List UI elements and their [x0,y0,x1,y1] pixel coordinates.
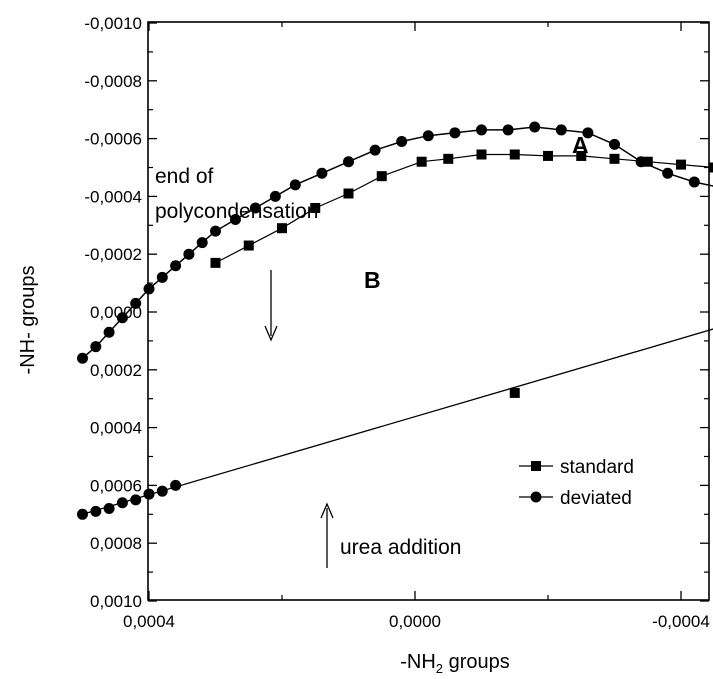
y-axis-title: -NH- groups [17,266,39,375]
y-tick-label: -0,0002 [84,245,142,264]
deviated-point [170,479,182,491]
annotation-end-of-line1: end of [155,165,214,188]
deviated-point [316,167,328,179]
deviated-point [143,283,155,295]
standard-point [310,202,321,213]
standard-point [576,150,587,161]
y-tick-label: 0,0002 [90,361,142,380]
standard-point [376,171,387,182]
deviated-point [635,156,647,168]
deviated-point [555,124,567,136]
standard-point [543,150,553,161]
standard-point [476,149,487,160]
legend-label-deviated: deviated [560,488,632,509]
deviated-point [343,156,354,168]
standard-point [609,153,620,164]
legend-circle-marker [530,491,542,503]
deviated-point [609,138,620,150]
standard-point [509,387,520,398]
deviated-point [77,508,88,520]
deviated-point [130,297,142,309]
x-tick-label: 0,0004 [123,612,175,631]
y-axis-ticks: -0,0010 -0,0008 -0,0006 -0,0004 -0,0002 0,000… [84,14,709,611]
standard-point [243,240,254,251]
annotation-urea-addition: urea addition [340,536,461,559]
y-tick-label: 0,0000 [90,303,142,322]
annotation-b: B [364,267,381,293]
annotation-a: A [572,132,589,158]
deviated-point [422,130,434,142]
legend-deviated: deviated [519,488,632,509]
deviated-point [143,488,155,500]
standard-series-line [215,153,713,264]
plot-frame [147,21,710,601]
x-axis-title: -NH2 groups [400,651,510,676]
y-tick-label: -0,0008 [84,72,142,91]
y-tick-label: 0,0004 [90,419,142,438]
data-points [77,121,713,520]
deviated-point [229,214,241,226]
y-tick-label: 0,0008 [90,534,142,553]
standard-point [509,149,520,160]
x-tick-label: 0,0000 [389,612,441,631]
standard-point [277,223,287,234]
legend-standard: standard [519,457,634,478]
deviated-point [369,144,381,156]
standard-point [416,156,427,167]
urea-addition-line [82,328,713,515]
deviated-point [183,248,195,260]
deviated-point [170,260,182,272]
deviated-point [156,485,168,497]
standard-point [210,257,221,268]
deviated-point [77,352,88,364]
standard-point [343,188,354,199]
arrow-end-of-polycondensation [264,270,278,342]
legend-label-standard: standard [560,457,634,478]
deviated-point [662,167,674,179]
deviated-point [116,497,128,509]
standard-point [676,159,686,170]
y-tick-label: -0,0004 [84,187,142,206]
deviated-point [130,494,142,506]
deviated-point [449,127,461,139]
standard-point [709,162,713,173]
deviated-point [116,312,128,324]
legend-square-marker [531,461,541,471]
deviated-point [529,121,541,133]
deviated-point [103,326,115,338]
annotation-end-of-line2: polycondensation [155,200,318,223]
deviated-point [103,503,115,515]
deviated-point [269,190,281,202]
legend: standard deviated [519,457,634,509]
deviated-point [90,505,102,517]
deviated-point [582,127,594,139]
y-tick-label: 0,0006 [90,476,142,495]
y-tick-label: 0,0010 [90,592,142,611]
arrow-urea-addition [320,502,334,568]
standard-point [443,153,454,164]
standard-point [642,156,653,167]
series-lines [82,126,713,515]
x-tick-label: -0,0004 [652,612,710,631]
deviated-point [688,176,700,188]
deviated-point [90,341,102,353]
y-tick-label: -0,0010 [84,14,142,33]
deviated-point [249,202,261,214]
deviated-point [502,124,514,136]
deviated-point [396,135,408,147]
deviated-point [210,225,221,237]
deviated-point [196,237,208,249]
deviated-point [289,179,301,191]
y-tick-label: -0,0006 [84,130,142,149]
deviated-point [156,271,168,283]
deviated-series-line [82,126,713,359]
deviated-point [476,124,487,136]
